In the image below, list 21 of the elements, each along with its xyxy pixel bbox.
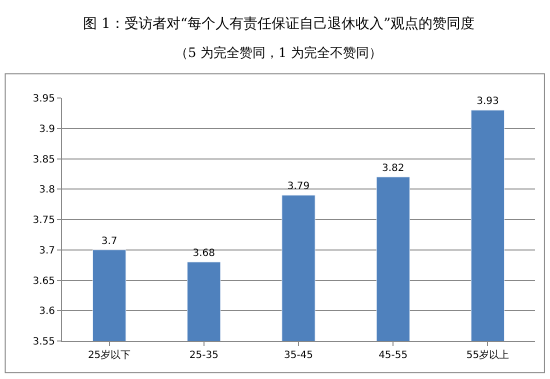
x-tick-label: 55岁以上 <box>466 349 510 361</box>
data-label: 3.79 <box>287 181 310 192</box>
y-tick-label: 3.9 <box>39 124 55 135</box>
y-tick-label: 3.6 <box>39 306 55 318</box>
x-tick-label: 25-35 <box>189 350 218 361</box>
y-tick-label: 3.7 <box>39 245 55 256</box>
data-label: 3.82 <box>382 162 404 174</box>
data-label: 3.7 <box>101 236 118 247</box>
data-label: 3.93 <box>476 96 499 108</box>
y-tick-label: 3.95 <box>32 94 55 104</box>
chart-title: 图 1：受访者对“每个人有责任保证自己退休收入”观点的赞同度 <box>83 16 475 32</box>
x-tick-label: 45-55 <box>378 350 408 361</box>
x-tick-label: 35-45 <box>284 350 314 361</box>
chart-subtitle: （5 为完全赞同，1 为完全不赞同） <box>175 45 382 61</box>
data-label: 3.68 <box>192 248 216 260</box>
x-tick-label: 25岁以下 <box>88 349 131 361</box>
y-tick-label: 3.65 <box>32 276 55 287</box>
y-tick-label: 3.8 <box>39 184 55 196</box>
y-tick-label: 3.85 <box>32 154 55 166</box>
y-tick-label: 3.55 <box>32 336 55 348</box>
y-tick-label: 3.75 <box>32 215 55 226</box>
